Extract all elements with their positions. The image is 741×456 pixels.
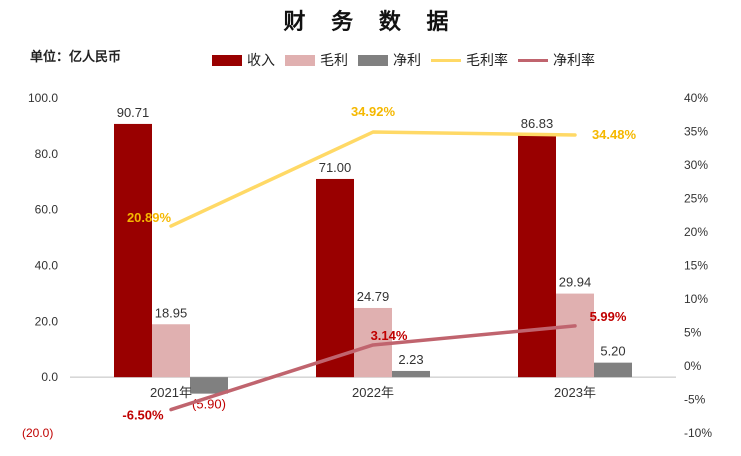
revenue-label: 86.83 [521, 116, 554, 131]
net-margin-label: 3.14% [371, 328, 408, 343]
y-right-tick-label: 40% [684, 91, 708, 105]
y-left-tick-label: 80.0 [35, 147, 59, 161]
y-right-tick-label: 15% [684, 259, 708, 273]
y-right-tick-label: -5% [684, 393, 706, 407]
revenue-label: 90.71 [117, 105, 150, 120]
net-profit-bar [594, 362, 632, 378]
y-right-tick-label: 30% [684, 158, 708, 172]
legend-item-net-margin: 净利率 [518, 50, 595, 70]
x-tick-label: 2023年 [554, 385, 596, 400]
net-profit-label: 5.20 [600, 344, 625, 359]
gross-profit-label: 18.95 [155, 305, 188, 320]
net-profit-bar [190, 377, 228, 394]
y-right-tick-label: 0% [684, 359, 702, 373]
gross-margin-label: 20.89% [127, 210, 172, 225]
legend-swatch-net-margin [518, 58, 548, 62]
y-right-tick-label: 25% [684, 192, 708, 206]
legend-swatch-net-profit [358, 54, 388, 66]
y-left-tick-label: 60.0 [35, 203, 59, 217]
y-left-tick-label: 0.0 [41, 370, 58, 384]
legend-swatch-gross-margin [431, 58, 461, 62]
gross-profit-bar [556, 293, 594, 378]
legend-label-gross-margin: 毛利率 [466, 52, 508, 68]
legend-item-revenue: 收入 [212, 50, 275, 70]
x-tick-label: 2021年 [150, 385, 192, 400]
legend-item-gross-profit: 毛利 [285, 50, 348, 70]
y-right-tick-label: 20% [684, 225, 708, 239]
revenue-bar [518, 134, 556, 378]
gross-margin-line [169, 130, 577, 228]
legend-item-gross-margin: 毛利率 [431, 50, 508, 70]
legend: 收入 毛利 净利 毛利率 净利率 [212, 50, 605, 70]
legend-item-net-profit: 净利 [358, 50, 421, 70]
y-left-tick-label: 40.0 [35, 259, 59, 273]
gross-margin-label: 34.92% [351, 104, 396, 119]
unit-label: 单位：亿人民币 [30, 49, 122, 64]
revenue-bar [114, 123, 152, 378]
net-margin-label: -6.50% [122, 408, 164, 423]
y-right-tick-label: 10% [684, 292, 708, 306]
x-tick-label: 2022年 [352, 385, 394, 400]
net-margin-line [169, 324, 577, 412]
y-left-tick-label: (20.0) [22, 426, 53, 440]
net-profit-label: 2.23 [398, 352, 423, 367]
net-margin-label: 5.99% [590, 309, 627, 324]
legend-label-gross-profit: 毛利 [320, 52, 348, 68]
legend-swatch-revenue [212, 54, 242, 66]
revenue-bar [316, 178, 354, 378]
gross-profit-label: 24.79 [357, 289, 390, 304]
chart-title: 财 务 数 据 [283, 9, 458, 35]
revenue-label: 71.00 [319, 160, 352, 175]
gross-profit-label: 29.94 [559, 275, 592, 290]
y-right-tick-label: 35% [684, 125, 708, 139]
y-left-tick-label: 100.0 [28, 91, 58, 105]
gross-margin-label: 34.48% [592, 127, 637, 142]
legend-label-revenue: 收入 [247, 52, 275, 68]
net-profit-bar [392, 370, 430, 378]
legend-label-net-profit: 净利 [393, 52, 421, 68]
y-right-tick-label: 5% [684, 326, 702, 340]
y-left-tick-label: 20.0 [35, 314, 59, 328]
gross-profit-bar [152, 324, 190, 378]
legend-label-net-margin: 净利率 [553, 52, 595, 68]
legend-swatch-gross-profit [285, 54, 315, 66]
y-right-tick-label: -10% [684, 426, 712, 440]
